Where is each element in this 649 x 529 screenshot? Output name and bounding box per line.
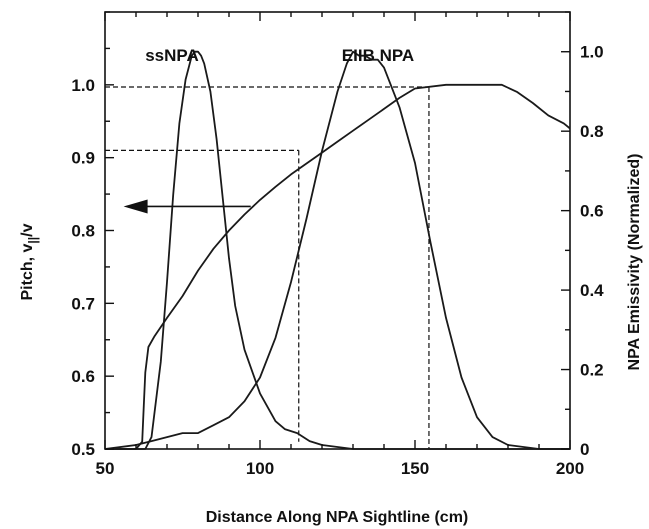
plot-frame	[104, 11, 571, 450]
left-axis-title: Pitch, v||/v	[19, 223, 40, 300]
left-axis-title-main: Pitch, v	[19, 243, 36, 300]
y-right-tick-label: 1.0	[580, 43, 604, 62]
x-axis-title: Distance Along NPA Sightline (cm)	[206, 509, 469, 526]
plot-area	[104, 11, 571, 450]
y-left-tick-label: 0.7	[71, 294, 95, 313]
y-right-tick-label: 0.8	[580, 122, 604, 141]
pitch-curve	[105, 83, 571, 450]
y-left-tick-label: 1.0	[71, 76, 95, 95]
y-left-tick-label: 0.9	[71, 149, 95, 168]
y-left-tick-label: 0.5	[71, 440, 95, 459]
guides	[105, 86, 430, 449]
ticks: 50 100 150 200 0.5 0.6 0.7 0.8 0.9 1.0 0 0.2 0.4 0.6 0…	[71, 11, 604, 478]
eiib-npa-emissivity-curve	[104, 50, 570, 450]
y-left-tick-label: 0.6	[71, 367, 95, 386]
left-axis-arrow-head	[123, 199, 148, 214]
ssnpa-emissivity-curve	[105, 50, 570, 450]
x-tick-label: 150	[401, 459, 429, 478]
left-axis-title-suffix: /v	[19, 223, 36, 236]
ssnpa-label: ssNPA	[145, 46, 199, 65]
y-right-tick-label: 0.2	[580, 361, 604, 380]
x-tick-label: 50	[96, 459, 115, 478]
y-right-tick-label: 0	[580, 440, 589, 459]
y-right-tick-label: 0.4	[580, 281, 604, 300]
right-axis-title: NPA Emissivity (Normalized)	[626, 154, 643, 371]
eiib-npa-label: EIIB NPA	[342, 46, 414, 65]
left-axis-title-subscript: ||	[26, 237, 40, 244]
x-tick-label: 200	[556, 459, 584, 478]
y-left-tick-label: 0.8	[71, 222, 95, 241]
series-layer	[104, 50, 571, 450]
y-right-tick-label: 0.6	[580, 202, 604, 221]
x-tick-label: 100	[246, 459, 274, 478]
